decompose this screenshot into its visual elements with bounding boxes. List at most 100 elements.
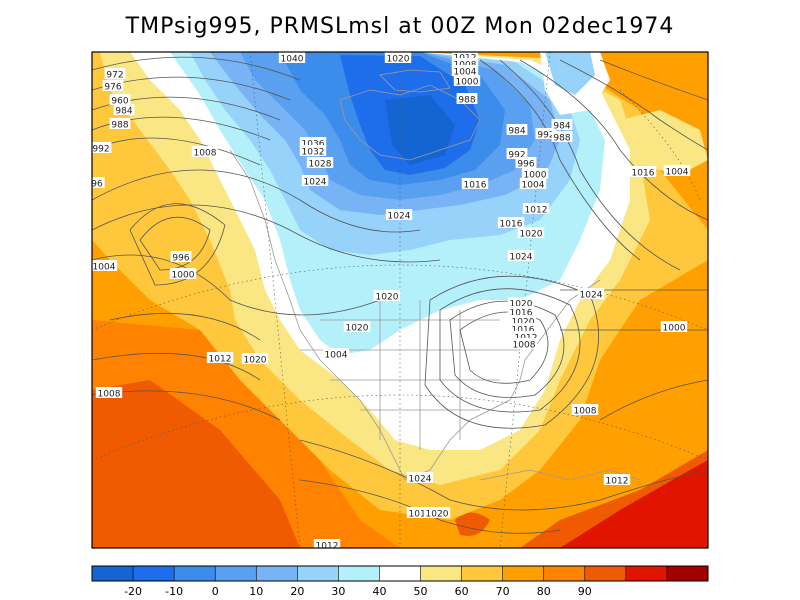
isobar-label: 976 xyxy=(104,83,121,93)
isobars xyxy=(92,56,708,534)
isobar-label-bg xyxy=(522,203,550,214)
colorbar-swatch xyxy=(461,566,504,581)
isobar-label-bg xyxy=(571,404,599,415)
isobar-label-bg xyxy=(663,165,691,176)
colorbar-tick-label: 80 xyxy=(537,585,551,598)
isobar-label: 1020 xyxy=(512,318,535,328)
isobar-label: 1008 xyxy=(574,407,597,417)
isobar-label-bg xyxy=(109,118,131,129)
isobar-label-bg xyxy=(451,65,479,76)
map-frame xyxy=(91,51,709,549)
isobar-label: 1024 xyxy=(409,475,432,485)
isobar-label-bg xyxy=(660,321,688,332)
isobar-label: 972 xyxy=(106,71,123,81)
isobar-label: 960 xyxy=(111,97,128,107)
isobar-label: 984 xyxy=(508,127,525,137)
colorbar-tick-label: 20 xyxy=(290,585,304,598)
isobar-label: 996 xyxy=(172,254,189,264)
map-title: TMPsig995, PRMSLmsl at 00Z Mon 02dec1974 xyxy=(125,14,675,39)
isobar-label-bg xyxy=(512,331,540,342)
colorbar-swatch xyxy=(215,566,257,581)
isobar-label-bg xyxy=(510,338,538,349)
isobar-label: 1000 xyxy=(172,271,195,281)
isobar-label-bg xyxy=(306,157,334,168)
isobar-label: 988 xyxy=(553,134,570,144)
isobar-label-bg xyxy=(301,175,329,186)
colorbar-tick-label: 10 xyxy=(249,585,263,598)
isobar-label-bg xyxy=(453,75,481,86)
colorbar-tick-label: 50 xyxy=(414,585,428,598)
isobar-label-bg xyxy=(385,209,413,220)
colorbar-swatch xyxy=(584,566,627,581)
isobar-label: 1020 xyxy=(346,324,369,334)
colorbar-tick-label: 70 xyxy=(496,585,510,598)
colorbar-swatch xyxy=(92,566,134,581)
isobar-label: 1008 xyxy=(98,390,121,400)
isobar-label-bg xyxy=(322,348,350,359)
isobar-label: 1016 xyxy=(632,169,655,179)
isobar-label: 1004 xyxy=(666,168,689,178)
isobar-label-bg xyxy=(373,290,401,301)
isobar-label: 1000 xyxy=(524,171,547,181)
colorbar-swatch xyxy=(379,566,422,581)
isobar-labels: 1040102010121008100410009889729769609849… xyxy=(89,51,691,552)
isobar-label: 1020 xyxy=(426,510,449,520)
isobar-label: 992 xyxy=(537,131,554,141)
colorbar-swatch xyxy=(666,566,709,581)
isobar-label: 1016 xyxy=(510,309,533,319)
isobar-label-bg xyxy=(461,178,489,189)
isobar-label-bg xyxy=(169,268,197,279)
colorbar-swatch xyxy=(133,566,175,581)
colorbar-tick-label: 40 xyxy=(372,585,386,598)
colorbar-swatch xyxy=(297,566,339,581)
isobar-label-bg xyxy=(506,124,528,135)
isobar-label: 1024 xyxy=(580,291,603,301)
isobar-label-bg xyxy=(509,323,537,334)
colorbar-swatch xyxy=(338,566,380,581)
isobar-label: 1028 xyxy=(309,160,332,170)
isobar-label: 1024 xyxy=(510,253,533,263)
isobar-label: 988 xyxy=(458,96,475,106)
isobar-label: 1020 xyxy=(510,300,533,310)
isobar-label: 1040 xyxy=(281,55,304,65)
isobar-label: 1024 xyxy=(388,212,411,222)
isobar-label: 1020 xyxy=(387,55,410,65)
isobar-label: 1008 xyxy=(194,149,217,159)
isobar-label-bg xyxy=(521,168,549,179)
isobar-label: 1004 xyxy=(454,68,477,78)
isobar-label-bg xyxy=(517,227,545,238)
isobar-label-bg xyxy=(551,131,573,142)
isobar-label-bg xyxy=(451,58,479,69)
isobar-label: 992 xyxy=(508,151,525,161)
colorbar-tick-label: 30 xyxy=(331,585,345,598)
isobar-label: 1004 xyxy=(325,351,348,361)
isobar-label-bg xyxy=(113,104,135,115)
isobar-label: 1024 xyxy=(304,178,327,188)
isobar-label-bg xyxy=(191,146,219,157)
isobar-label: 1012 xyxy=(316,542,339,552)
isobar-label-bg xyxy=(89,177,105,188)
isobar-label-bg xyxy=(170,251,192,262)
isobar-label: 1020 xyxy=(376,293,399,303)
isobar-label: 984 xyxy=(553,122,570,132)
isobar-label-bg xyxy=(90,260,118,271)
isobar-label-bg xyxy=(456,93,478,104)
isobar-label: 96 xyxy=(91,180,103,190)
isobar-label: 1020 xyxy=(520,230,543,240)
isobar-label-bg xyxy=(507,297,535,308)
isobar-label-bg xyxy=(406,472,434,483)
colorbar-frame xyxy=(91,565,709,582)
isobar-label: 1020 xyxy=(244,356,267,366)
colorbar-tick-label: -10 xyxy=(165,585,183,598)
isobar-label: 1012 xyxy=(525,206,548,216)
isobar-label-bg xyxy=(299,137,327,148)
isobar-label-bg xyxy=(90,142,112,153)
colorbar-swatch xyxy=(502,566,545,581)
isobar-label-bg xyxy=(241,353,269,364)
isobar-label-bg xyxy=(577,288,605,299)
isobar-label: 1012 xyxy=(606,477,629,487)
colorbar-tick-label: 60 xyxy=(455,585,469,598)
isobar-label-bg xyxy=(603,474,631,485)
colorbar-swatch xyxy=(420,566,463,581)
